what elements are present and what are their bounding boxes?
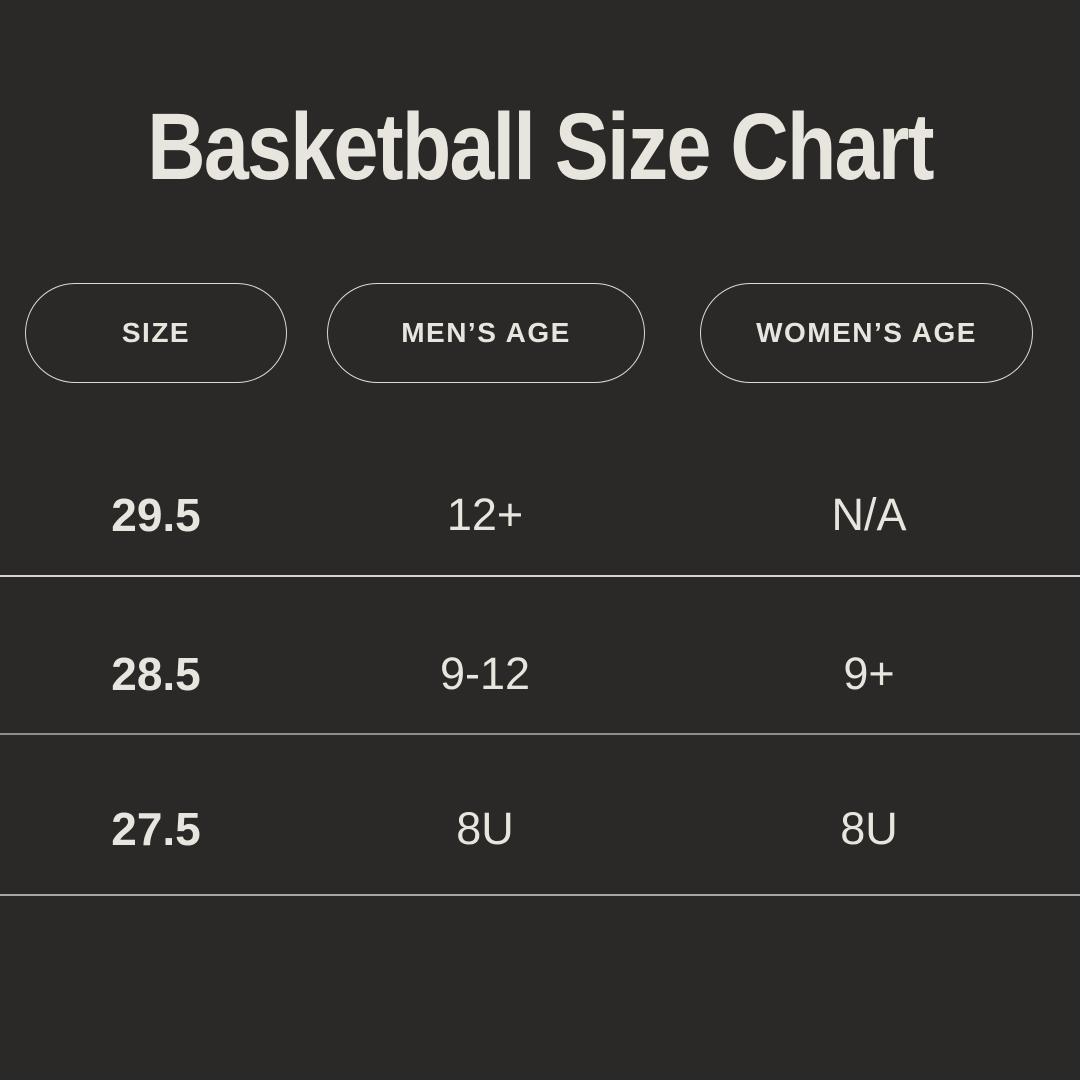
column-header-size-label: SIZE xyxy=(121,317,191,348)
column-header-womens-age-label: WOMEN’S AGE xyxy=(756,317,977,348)
cell-womens-age: 8U xyxy=(840,803,898,854)
page-title: Basketball Size Chart xyxy=(147,94,934,200)
column-header-mens-age-label: MEN’S AGE xyxy=(401,317,571,348)
column-header-mens-age: MEN’S AGE xyxy=(327,283,645,383)
cell-size: 28.5 xyxy=(111,648,201,700)
cell-womens-age: N/A xyxy=(831,489,907,540)
cell-size: 27.5 xyxy=(111,803,201,855)
column-header-womens-age: WOMEN’S AGE xyxy=(700,283,1033,383)
row-divider xyxy=(0,733,1080,735)
row-divider xyxy=(0,575,1080,577)
row-divider xyxy=(0,894,1080,896)
cell-mens-age: 9-12 xyxy=(439,648,531,699)
table-row: 29.5 12+ N/A xyxy=(0,485,1080,545)
cell-mens-age: 8U xyxy=(456,803,514,854)
table-row: 27.5 8U 8U xyxy=(0,799,1080,859)
table-row: 28.5 9-12 9+ xyxy=(0,644,1080,704)
cell-womens-age: 9+ xyxy=(843,648,895,699)
cell-size: 29.5 xyxy=(111,489,201,541)
cell-mens-age: 12+ xyxy=(446,489,524,540)
column-header-size: SIZE xyxy=(25,283,287,383)
